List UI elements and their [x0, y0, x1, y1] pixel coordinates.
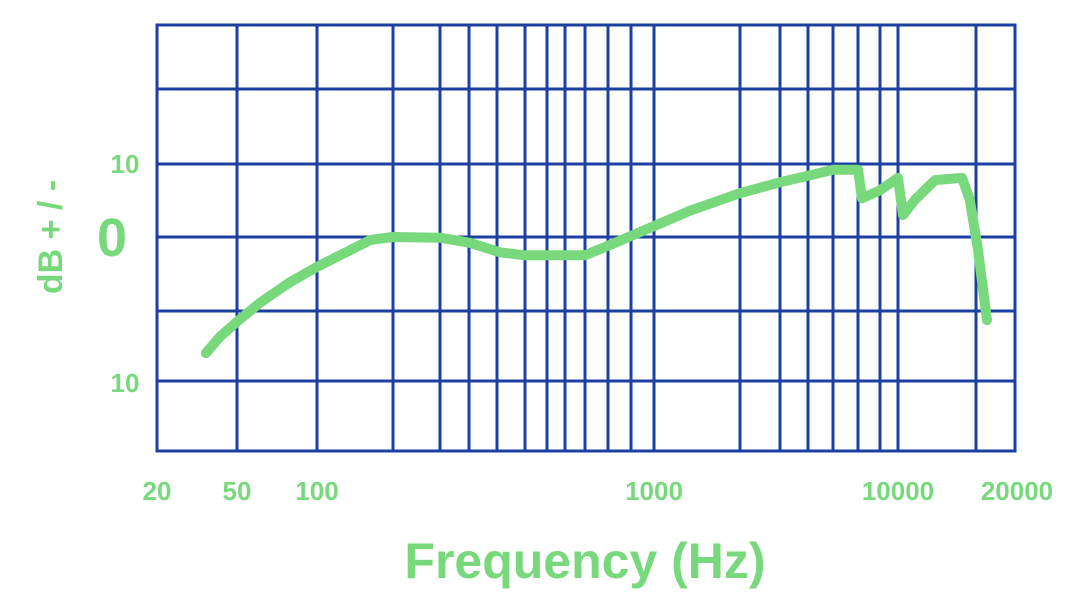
x-tick-labels: 20 50 100 1000 10000 20000 — [143, 476, 1054, 506]
x-tick-label: 10000 — [862, 476, 934, 506]
response-curve — [200, 164, 992, 359]
x-tick-label: 50 — [223, 476, 252, 506]
y-tick-label: 10 — [111, 368, 140, 398]
grid — [155, 23, 1017, 453]
x-tick-label: 100 — [295, 476, 338, 506]
x-tick-label: 1000 — [625, 476, 683, 506]
y-tick-label: 10 — [111, 149, 140, 179]
x-tick-label: 20000 — [981, 476, 1053, 506]
y-tick-labels: 10 0 10 — [97, 149, 139, 398]
y-tick-label: 0 — [97, 208, 127, 268]
x-tick-label: 20 — [143, 476, 172, 506]
curve-layer — [200, 164, 992, 359]
x-axis-label: Frequency (Hz) — [404, 533, 765, 589]
y-axis-label: dB + / - — [32, 180, 70, 294]
